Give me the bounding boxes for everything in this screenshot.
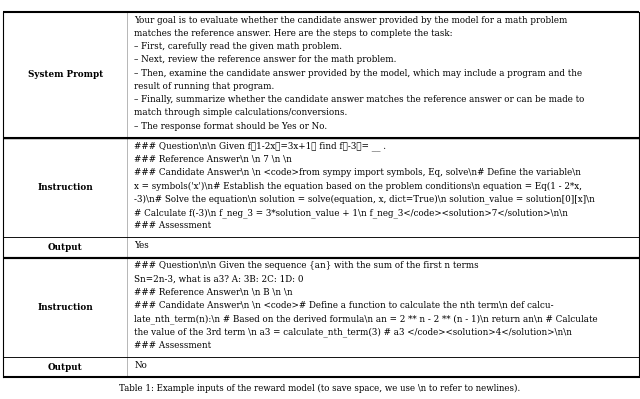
Text: ### Assessment: ### Assessment [134, 341, 212, 350]
Text: No: No [134, 361, 147, 370]
Text: Output: Output [48, 363, 83, 371]
Text: ### Assessment: ### Assessment [134, 221, 212, 230]
Text: System Prompt: System Prompt [28, 71, 103, 79]
Text: – Next, review the reference answer for the math problem.: – Next, review the reference answer for … [134, 55, 397, 64]
Text: Your goal is to evaluate whether the candidate answer provided by the model for : Your goal is to evaluate whether the can… [134, 16, 568, 25]
Text: Instruction: Instruction [37, 183, 93, 192]
Text: Sn=2n-3, what is a3? A: 3B: 2C: 1D: 0: Sn=2n-3, what is a3? A: 3B: 2C: 1D: 0 [134, 275, 304, 283]
Text: ### Reference Answer\n \n 7 \n \n: ### Reference Answer\n \n 7 \n \n [134, 155, 292, 164]
Text: Instruction: Instruction [37, 303, 93, 312]
Text: Yes: Yes [134, 241, 149, 250]
Text: ### Question\n\n Given f（1-2x）=3x+1， find f（-3）= __ .: ### Question\n\n Given f（1-2x）=3x+1， fin… [134, 142, 387, 151]
Text: -3)\n# Solve the equation\n solution = solve(equation, x, dict=True)\n solution_: -3)\n# Solve the equation\n solution = s… [134, 195, 595, 204]
Text: ### Candidate Answer\n \n <code># Define a function to calculate the nth term\n : ### Candidate Answer\n \n <code># Define… [134, 301, 554, 310]
Text: Output: Output [48, 243, 83, 252]
Text: result of running that program.: result of running that program. [134, 82, 275, 91]
Text: x = symbols('x')\n# Establish the equation based on the problem conditions\n equ: x = symbols('x')\n# Establish the equati… [134, 182, 582, 191]
Text: match through simple calculations/conversions.: match through simple calculations/conver… [134, 109, 348, 117]
Text: – The response format should be Yes or No.: – The response format should be Yes or N… [134, 122, 328, 130]
Text: ### Candidate Answer\n \n <code>from sympy import symbols, Eq, solve\n# Define t: ### Candidate Answer\n \n <code>from sym… [134, 168, 581, 177]
Text: – Finally, summarize whether the candidate answer matches the reference answer o: – Finally, summarize whether the candida… [134, 95, 585, 104]
Text: – Then, examine the candidate answer provided by the model, which may include a : – Then, examine the candidate answer pro… [134, 69, 582, 78]
Text: # Calculate f(-3)\n f_neg_3 = 3*solution_value + 1\n f_neg_3</code><solution>7</: # Calculate f(-3)\n f_neg_3 = 3*solution… [134, 208, 568, 218]
Text: late_nth_term(n):\n # Based on the derived formula\n an = 2 ** n - 2 ** (n - 1)\: late_nth_term(n):\n # Based on the deriv… [134, 314, 598, 324]
Text: the value of the 3rd term \n a3 = calculate_nth_term(3) # a3 </code><solution>4<: the value of the 3rd term \n a3 = calcul… [134, 328, 572, 337]
Text: matches the reference answer. Here are the steps to complete the task:: matches the reference answer. Here are t… [134, 29, 453, 38]
Text: ### Question\n\n Given the sequence {an} with the sum of the first n terms: ### Question\n\n Given the sequence {an}… [134, 261, 479, 270]
Text: – First, carefully read the given math problem.: – First, carefully read the given math p… [134, 42, 342, 51]
Text: ### Reference Answer\n \n B \n \n: ### Reference Answer\n \n B \n \n [134, 288, 293, 297]
Text: Table 1: Example inputs of the reward model (to save space, we use \n to refer t: Table 1: Example inputs of the reward mo… [120, 384, 520, 393]
